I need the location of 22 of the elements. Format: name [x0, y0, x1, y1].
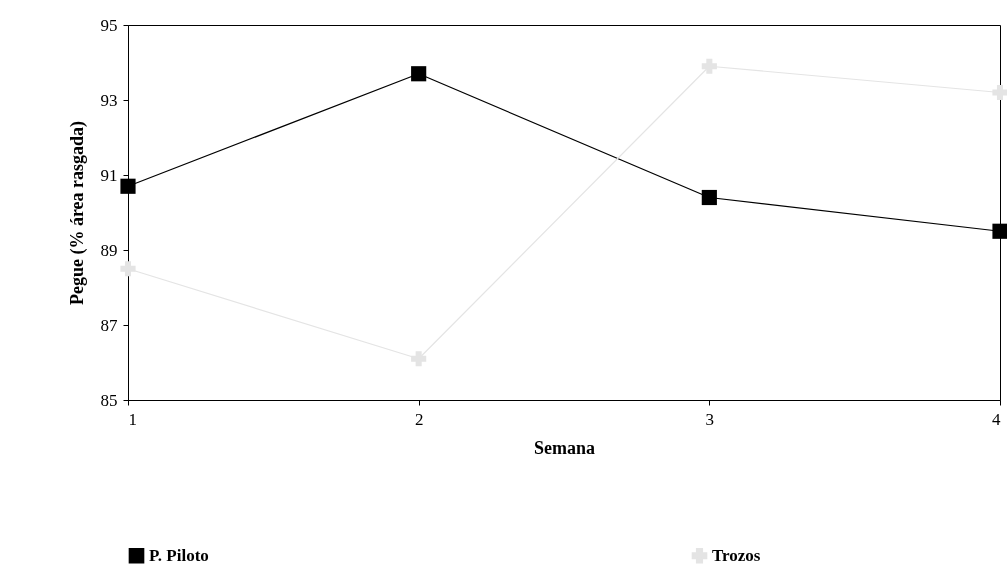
point [411, 66, 427, 82]
point [120, 178, 136, 194]
x-tick-label: 1 [128, 409, 137, 429]
point [992, 223, 1007, 239]
point [701, 189, 717, 206]
point [992, 84, 1007, 101]
x-tick-label: 4 [992, 409, 1001, 429]
y-tick-label: 89 [100, 240, 118, 260]
legend-label: Trozos [712, 545, 761, 565]
y-tick-label: 87 [100, 315, 118, 335]
y-tick-label: 85 [100, 390, 118, 410]
point [701, 58, 717, 74]
point [120, 261, 136, 277]
y-axis-title: Pegue (% área rasgada) [66, 120, 88, 306]
y-tick-label: 91 [100, 165, 118, 185]
point [411, 351, 427, 367]
x-tick-label: 2 [414, 409, 424, 429]
y-tick-label: 95 [100, 15, 118, 35]
y-tick-label: 93 [100, 90, 118, 110]
x-tick-label: 3 [705, 409, 715, 429]
x-axis-title: Semana [533, 437, 596, 458]
legend-label: P. Piloto [149, 545, 209, 565]
